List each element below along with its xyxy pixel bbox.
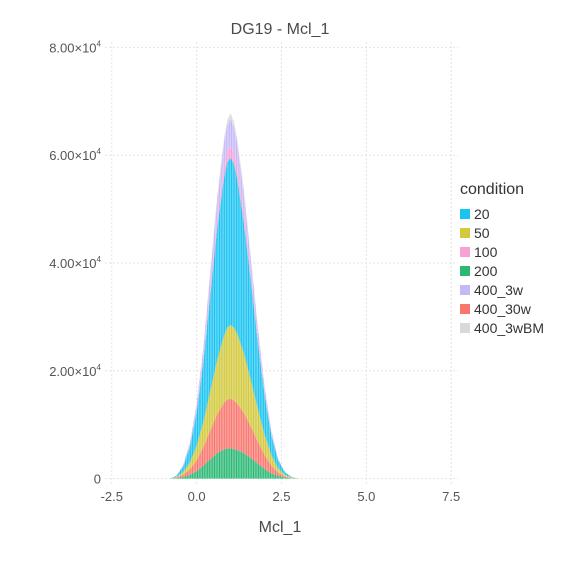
x-axis-label: Mcl_1: [259, 519, 302, 536]
legend-swatch-50: [460, 228, 470, 238]
x-tick-label: 2.5: [272, 489, 290, 504]
legend-label-400_3w: 400_3w: [474, 282, 524, 298]
histogram-bin-dividers: [170, 113, 298, 479]
x-tick-label: 0.0: [188, 489, 206, 504]
chart-title: DG19 - Mcl_1: [231, 21, 330, 38]
y-tick-label: 0: [94, 472, 101, 487]
legend-swatch-400_30w: [460, 304, 470, 314]
legend-label-100: 100: [474, 244, 498, 260]
legend-label-200: 200: [474, 263, 498, 279]
legend-swatch-100: [460, 247, 470, 257]
legend: condition 20 50 100 200 400_3w 400_30w 400_3wB…: [460, 181, 544, 336]
legend-label-400_3wBM: 400_3wBM: [474, 320, 544, 336]
legend-label-50: 50: [474, 225, 490, 241]
y-tick-label: 2.00×104: [49, 363, 101, 379]
x-tick-label: 7.5: [442, 489, 460, 504]
x-tick-label: 5.0: [357, 489, 375, 504]
legend-swatch-200: [460, 266, 470, 276]
grid-lines: [105, 42, 458, 484]
x-axis-ticks: -2.5 0.0 2.5 5.0 7.5: [101, 489, 461, 504]
x-tick-label: -2.5: [101, 489, 123, 504]
y-tick-label: 4.00×104: [49, 255, 101, 271]
y-tick-label: 8.00×104: [49, 39, 101, 55]
legend-swatch-20: [460, 209, 470, 219]
y-tick-label: 6.00×104: [49, 147, 101, 163]
legend-title: condition: [460, 181, 524, 198]
y-axis-ticks: 0 2.00×104 4.00×104 6.00×104 8.00×104: [49, 39, 101, 486]
legend-label-20: 20: [474, 206, 490, 222]
legend-swatch-400_3w: [460, 285, 470, 295]
legend-swatch-400_3wBM: [460, 323, 470, 333]
legend-label-400_30w: 400_30w: [474, 301, 532, 317]
